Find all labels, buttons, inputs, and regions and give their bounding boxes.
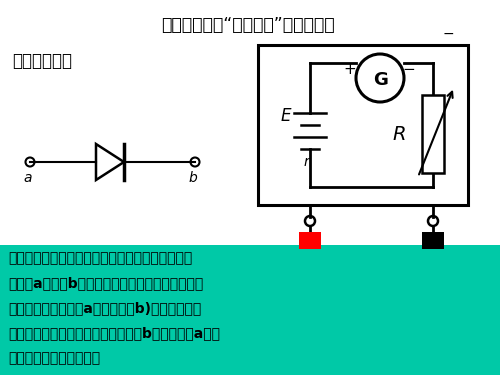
Text: r: r <box>303 155 309 169</box>
Bar <box>422 95 444 173</box>
Text: 多用电表探究“黑盒子内”的电学元件: 多用电表探究“黑盒子内”的电学元件 <box>161 16 335 34</box>
Text: 电阻为很大或接近无穷大: 电阻为很大或接近无穷大 <box>8 351 100 365</box>
Text: b: b <box>188 171 198 185</box>
Text: 由正极a流负极b。因此用多用电表的欧姆档测量其: 由正极a流负极b。因此用多用电表的欧姆档测量其 <box>8 276 203 290</box>
Text: 二极管的特性: 二极管的特性 <box>12 52 72 70</box>
Text: +: + <box>344 63 356 78</box>
Bar <box>422 232 444 249</box>
Text: 二极管的特点是单向导电性，如图所示，电流只能: 二极管的特点是单向导电性，如图所示，电流只能 <box>8 251 192 265</box>
Text: E: E <box>281 107 291 125</box>
Bar <box>0 245 500 375</box>
Text: 阻，而测量其反向电阻时（黑表笔接b，红表毕接a），: 阻，而测量其反向电阻时（黑表笔接b，红表毕接a）， <box>8 326 220 340</box>
Text: −: − <box>402 63 415 78</box>
Bar <box>258 45 468 205</box>
Text: a: a <box>24 171 32 185</box>
Text: R: R <box>392 124 406 144</box>
Text: 正向电阻（黑表笔接a，红表笔接b)时，有较小电: 正向电阻（黑表笔接a，红表笔接b)时，有较小电 <box>8 301 201 315</box>
Text: G: G <box>374 71 388 89</box>
Text: −: − <box>442 27 454 41</box>
Bar <box>299 232 321 249</box>
